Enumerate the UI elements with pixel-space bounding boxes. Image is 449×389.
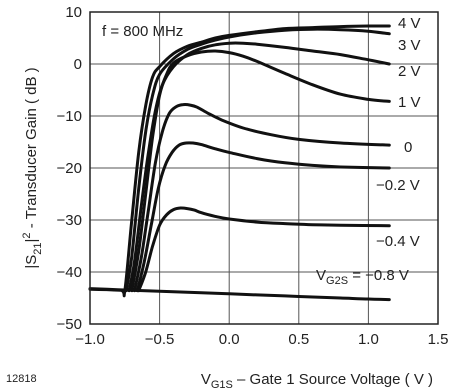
y-tick-label: 0 [74, 56, 82, 73]
curve-label: 4 V [398, 15, 421, 32]
frequency-annotation: f = 800 MHz [102, 23, 183, 40]
x-tick-label: 0.5 [288, 331, 309, 348]
series-line-3 V [124, 27, 391, 293]
curve-label-vg2s: VG2S = −0.8 V [316, 267, 409, 287]
curve-label: 1 V [398, 94, 421, 111]
curve-label: −0.2 V [376, 177, 420, 194]
curve-label: 3 V [398, 37, 421, 54]
y-tick-label: 10 [65, 4, 82, 21]
curve-label: −0.4 V [376, 233, 420, 250]
series-line-−0.2 V [135, 141, 391, 293]
y-tick-label: −50 [57, 316, 82, 333]
y-tick-label: −40 [57, 264, 82, 281]
x-axis-ticks: −1.0 −0.5 0.0 0.5 1.0 1.5 [75, 331, 448, 348]
x-tick-label: −1.0 [75, 331, 105, 348]
series-line-0 [133, 102, 391, 293]
series-line-4 V [88, 24, 391, 298]
y-tick-label: −20 [57, 160, 82, 177]
x-tick-label: 0.0 [219, 331, 240, 348]
curve-label: 2 V [398, 63, 421, 80]
series-line-2 V [127, 41, 391, 293]
curves [88, 24, 391, 302]
y-tick-label: −10 [57, 108, 82, 125]
series-line-−0.8 V [88, 287, 391, 302]
y-tick-label: −30 [57, 212, 82, 229]
curve-label: 0 [404, 139, 412, 156]
x-tick-label: 1.5 [428, 331, 449, 348]
y-axis-title: |S21|2 - Transducer Gain ( dB ) [21, 67, 44, 268]
x-axis-title: VG1S – Gate 1 Source Voltage ( V ) [201, 371, 433, 389]
plot-frame [89, 11, 439, 325]
y-axis-ticks: −50 −40 −30 −20 −10 0 10 [57, 4, 82, 333]
figure-id: 12818 [6, 373, 37, 385]
series-line-1 V [130, 49, 391, 293]
curve-labels: 4 V 3 V 2 V 1 V 0 −0.2 V −0.4 V VG2S = −0.8 V [316, 15, 421, 287]
x-tick-label: 1.0 [358, 331, 379, 348]
series-line-−0.4 V [137, 206, 391, 293]
x-tick-label: −0.5 [145, 331, 175, 348]
